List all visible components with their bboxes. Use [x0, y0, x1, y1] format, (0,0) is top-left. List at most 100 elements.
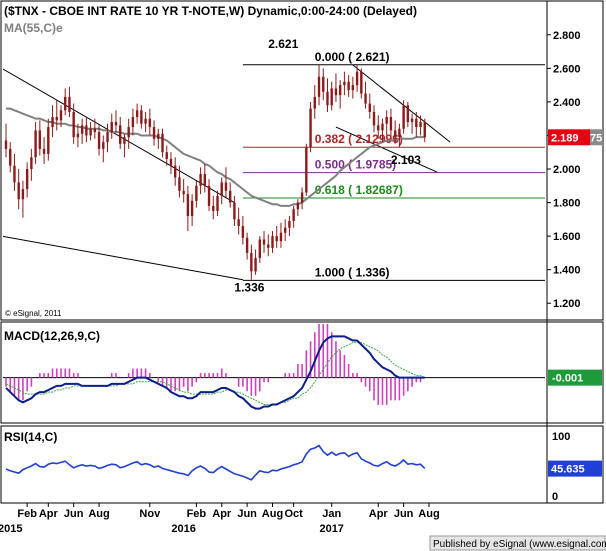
candle-body: [262, 239, 266, 245]
price-axis: 2.8002.6002.4002.2002.0001.8001.6001.400…: [547, 30, 603, 310]
candle-body: [368, 103, 371, 112]
fib-level-label: 0.500 ( 1.9785): [315, 158, 396, 172]
month-label: Jun: [237, 508, 257, 520]
candle-body: [9, 148, 12, 166]
price-tick-label: 1.400: [553, 265, 581, 277]
candle-body: [59, 110, 63, 121]
candle-body: [190, 200, 194, 216]
candle-body: [398, 128, 401, 138]
rsi-plot: [5, 444, 426, 481]
candle-body: [17, 182, 20, 200]
candle-body: [317, 76, 321, 97]
candle-body: [326, 91, 329, 106]
candle-body: [283, 227, 287, 233]
candle-body: [47, 127, 50, 154]
rsi-title: RSI(14,C): [4, 430, 57, 444]
candle-body: [406, 105, 410, 123]
candle-body: [419, 122, 422, 128]
macd-axis: -0.001: [548, 369, 602, 386]
candle-body: [330, 88, 333, 106]
month-label: Jun: [394, 508, 414, 520]
fib-level-label: 1.000 ( 1.336): [315, 265, 390, 279]
price-tick-label: 2.400: [553, 97, 581, 109]
candle-body: [296, 202, 300, 210]
candle-body: [195, 185, 198, 201]
watermark: © eSignal, 2011: [5, 309, 62, 318]
macd-value-label: -0.001: [552, 373, 583, 385]
year-label: 2017: [319, 523, 343, 535]
candle-body: [25, 169, 29, 190]
candle-body: [275, 236, 278, 242]
price-plot: 0.000 ( 2.621) 0.382 ( 2.12996) 0.500 ( 1.…: [3, 37, 545, 294]
candle-body: [165, 152, 168, 159]
candle-body: [258, 239, 261, 258]
price-panel: [0, 0, 604, 321]
rsi-value-tag: [548, 460, 602, 477]
candle-body: [224, 182, 228, 191]
month-label: Oct: [284, 508, 303, 520]
macd-line: [5, 335, 425, 410]
trend-line: [352, 64, 451, 143]
trend-line: [3, 68, 235, 203]
candle-body: [300, 192, 304, 203]
candle-body: [245, 237, 249, 253]
candle-body: [144, 118, 147, 124]
candle-body: [135, 110, 139, 117]
candle-body: [13, 165, 16, 183]
candle-body: [322, 76, 325, 92]
candle-body: [423, 122, 426, 138]
month-label: Feb: [187, 508, 207, 520]
candle-body: [38, 130, 42, 149]
candle-body: [410, 118, 414, 123]
candle-body: [72, 111, 75, 138]
month-label: Aug: [418, 508, 439, 520]
ma-line: [6, 107, 425, 207]
last-price-tag: [548, 129, 590, 146]
candle-body: [148, 118, 152, 128]
candle-body: [343, 81, 346, 86]
candle-body: [21, 189, 25, 200]
candle-body: [152, 127, 156, 139]
candle-body: [169, 158, 173, 166]
rsi-value-label: 45.635: [551, 464, 585, 476]
candle-body: [389, 116, 393, 131]
rsi-panel: [0, 425, 604, 504]
year-label: 2016: [171, 523, 195, 535]
footer-text: Published by eSignal (www.esignal.com): [433, 539, 606, 550]
macd-value-tag: [548, 369, 602, 386]
candle-body: [55, 116, 58, 121]
candle-body: [76, 133, 80, 138]
month-label: Jan: [322, 508, 341, 520]
candle-body: [80, 125, 84, 134]
candle-body: [250, 252, 253, 272]
rsi-axis: 10050045.635: [548, 431, 602, 503]
candle-body: [186, 194, 190, 216]
macd-title: MACD(12,26,9,C): [4, 329, 100, 343]
candle-body: [64, 96, 67, 111]
month-label: Aug: [88, 508, 109, 520]
price-tick-label: 1.200: [553, 298, 581, 310]
candle-body: [4, 140, 8, 149]
macd-signal-line: [5, 342, 425, 405]
candle-body: [381, 123, 384, 131]
candle-body: [338, 85, 342, 96]
candle-body: [42, 148, 46, 154]
candle-body: [393, 130, 397, 138]
candle-body: [372, 111, 376, 126]
candle-body: [102, 142, 105, 149]
candle-body: [127, 127, 130, 138]
candle-body: [203, 174, 207, 186]
candle-body: [34, 130, 37, 158]
candle-body: [228, 190, 232, 203]
candle-body: [334, 88, 338, 96]
candle-body: [85, 125, 88, 136]
month-label: Feb: [17, 508, 37, 520]
price-tick-label: 2.800: [553, 30, 581, 42]
month-label: Apr: [39, 508, 59, 520]
candle-body: [351, 85, 355, 91]
last-price-label: 2.189: [551, 132, 579, 144]
footer-bar: [429, 535, 606, 551]
rsi-tick-label: 100: [552, 431, 570, 443]
